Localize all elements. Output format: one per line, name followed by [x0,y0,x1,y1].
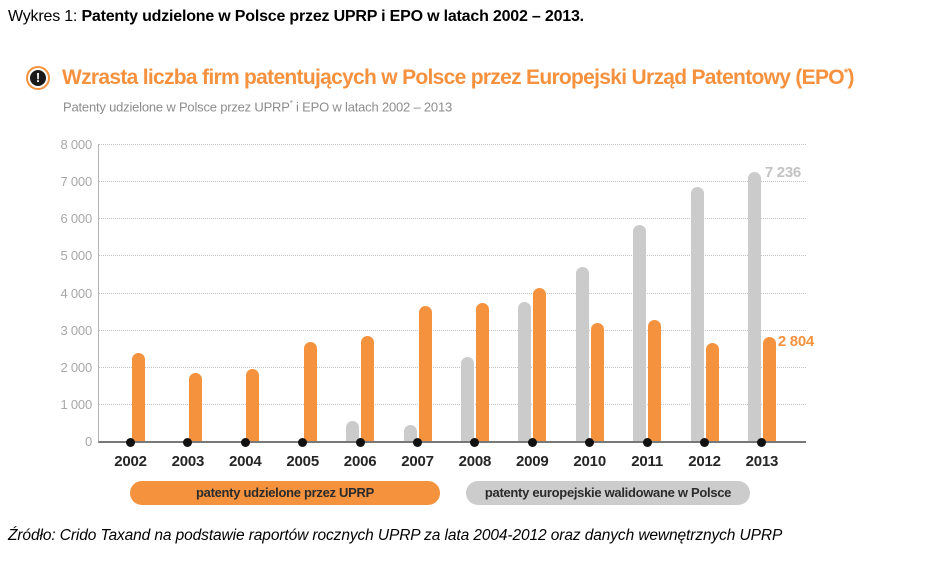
headline-footnote-asterisk: * [843,67,848,79]
gridline [99,366,806,368]
legend-epo: patenty europejskie walidowane w Polsce [466,481,750,505]
chart-headline-close: ) [847,66,855,89]
value-label-uprp-2013: 2 804 [777,332,814,350]
bar-epo-2010 [575,267,589,441]
bar-uprp-2009 [533,288,547,441]
bar-uprp-2003 [188,373,202,441]
figure-caption-prefix: Wykres 1: [8,8,82,25]
plot-area: 2002 2003 2004 2005 2006 2007 2008 2009 2010 2011… [98,144,814,470]
bar-uprp-2006 [361,335,375,441]
y-axis-label: 0 [84,434,92,449]
axis-dot-2009 [527,437,537,447]
bar-epo-2008 [460,356,474,441]
chart-headline-text: Wzrasta liczba firm patentujących w Pols… [62,66,845,89]
axis-dot-2007 [413,437,422,447]
axis-dot-2010 [585,437,595,447]
bar-uprp-2010 [590,323,604,441]
axis-dot-2013 [757,437,767,447]
chart-headline: Wzrasta liczba firm patentujących w Pols… [62,66,855,90]
bar-uprp-2012 [705,342,719,441]
bar-uprp-2013 [762,336,776,441]
x-axis-label-2004: 2004 [229,453,262,470]
x-axis-label-2009: 2009 [516,453,549,470]
value-label-epo-2013: 7 236 [764,164,801,182]
exclamation-icon: ! [26,66,50,90]
gridline [99,181,806,183]
x-axis-label-2002: 2002 [114,453,147,470]
axis-dot-2008 [470,437,480,447]
bar-uprp-2008 [475,302,489,441]
y-axis-label: 6 000 [60,211,92,227]
axis-dot-2003 [183,437,193,447]
bar-uprp-2004 [246,368,260,441]
gridline [99,255,806,257]
x-axis-label-2006: 2006 [343,453,377,470]
gridline [99,292,806,294]
x-axis-label-2005: 2005 [286,453,319,470]
x-axis-label-2011: 2011 [631,453,663,470]
x-axis-label-2003: 2003 [171,453,205,470]
gridline [99,144,806,145]
bar-epo-2006 [346,421,360,441]
bar-epo-2011 [633,224,647,441]
y-axis-label: 4 000 [60,285,92,301]
x-axis-label-2008: 2008 [458,453,492,470]
axis-dot-2006 [355,437,365,447]
gridline [99,329,806,331]
axis-dot-2004 [240,437,250,447]
bar-uprp-2005 [303,341,317,441]
exclamation-glyph: ! [30,70,46,86]
x-axis-label-2007: 2007 [401,453,434,470]
y-axis-label: 3 000 [60,322,92,338]
chart-subtitle: Patenty udzielone w Polsce przez UPRP* i… [63,99,452,114]
bar-chart: 2002 2003 2004 2005 2006 2007 2008 2009 2010 2011… [60,137,814,470]
axis-dot-2005 [298,437,308,447]
y-axis-label: 5 000 [60,248,92,264]
bar-uprp-2007 [418,306,432,441]
y-axis-label: 7 000 [60,174,92,190]
gridline [99,403,806,405]
x-axis-label-2010: 2010 [573,453,606,470]
source-note: Źródło: Crido Taxand na podstawie raport… [8,527,783,544]
bar-uprp-2011 [648,320,662,441]
bar-epo-2013 [747,172,761,441]
bar-epo-2012 [690,186,704,441]
x-axis-label-2013: 2013 [745,453,779,470]
axis-dot-2011 [642,437,652,447]
bar-epo-2007 [403,425,417,441]
y-axis-label: 8 000 [60,137,92,152]
chart-subtitle-text: Patenty udzielone w Polsce przez UPRP [63,99,290,115]
bar-uprp-2002 [131,353,145,441]
axis-dot-2002 [126,437,135,447]
axis-dot-2012 [700,437,709,447]
y-axis-label: 2 000 [60,359,92,375]
figure-caption: Wykres 1: Patenty udzielone w Polsce prz… [8,8,584,26]
gridline [99,218,806,220]
chart-subtitle-rest: i EPO w latach 2002 – 2013 [292,99,453,115]
figure-caption-title: Patenty udzielone w Polsce przez UPRP i … [81,8,584,25]
subtitle-footnote-asterisk: * [289,99,293,108]
bar-epo-2009 [518,301,532,441]
y-axis-label: 1 000 [60,396,92,412]
x-axis-label-2012: 2012 [688,453,721,470]
legend-uprp: patenty udzielone przez UPRP [130,481,440,505]
